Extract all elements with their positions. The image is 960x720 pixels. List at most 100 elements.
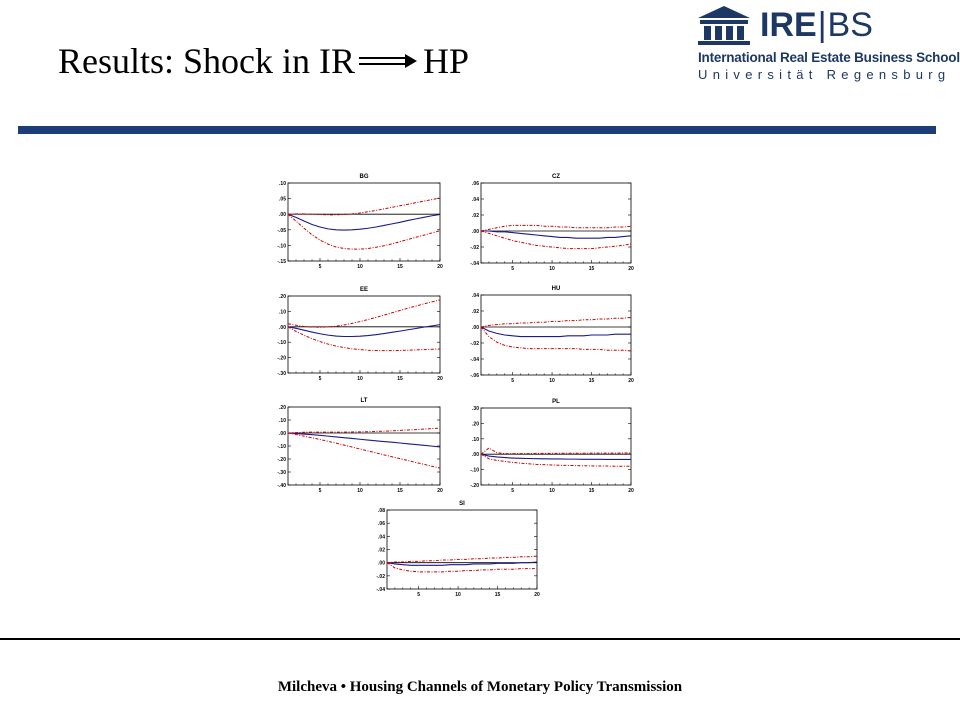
y-tick-label: -.20 [277, 457, 286, 463]
x-tick-label: 10 [357, 264, 363, 270]
x-tick-label: 15 [397, 376, 403, 382]
y-tick-label: .06 [472, 181, 479, 187]
y-tick-label: .20 [472, 421, 479, 427]
y-tick-label: .02 [378, 548, 385, 554]
footer-text: Milcheva • Housing Channels of Monetary … [277, 679, 683, 695]
logo-brand-separator: | [817, 6, 827, 44]
y-tick-label: -.04 [376, 587, 385, 593]
x-tick-label: 10 [549, 378, 555, 384]
chart-title: CZ [552, 174, 560, 180]
y-tick-label: .00 [279, 212, 286, 218]
y-tick-label: .20 [279, 405, 286, 411]
y-tick-label: .00 [279, 431, 286, 437]
y-tick-label: .20 [279, 294, 286, 300]
x-tick-label: 10 [455, 592, 461, 598]
lower-band-line [287, 213, 441, 250]
upper-band-line [480, 447, 631, 455]
chart-bg: BG .10 .05 .00 -.05 -.10 -.15 5 10 15 20 [277, 174, 443, 270]
plot-frame [287, 182, 441, 262]
lower-band-line [480, 326, 632, 352]
x-tick-label: 20 [628, 488, 634, 494]
x-tick-label: 20 [628, 266, 634, 272]
lower-band-line [480, 230, 632, 250]
y-tick-label: -.04 [470, 261, 479, 267]
y-tick-label: .06 [378, 521, 385, 527]
chart-title: BG [360, 174, 369, 180]
x-tick-label: 5 [319, 376, 322, 382]
y-tick-label: .02 [472, 309, 479, 315]
y-tick-label: .10 [279, 309, 286, 315]
impulse-response-line [287, 213, 441, 231]
y-tick-label: .10 [472, 437, 479, 443]
x-tick-label: 5 [511, 488, 514, 494]
logo-brand: IRE|BS [760, 6, 873, 45]
impulse-response-line [480, 326, 631, 338]
y-tick-label: .04 [378, 534, 385, 540]
plot-frame [287, 295, 441, 374]
chart-lt: LT .20 .10 .00 -.10 -.20 -.30 -.40 5 10 15 20 [277, 398, 443, 494]
chart-title: HU [552, 286, 561, 292]
y-tick-label: -.20 [470, 483, 479, 489]
upper-band-line [386, 555, 538, 564]
chart-si: SI .08 .06 .04 .02 .00 -.02 -.04 5 10 15 20 [376, 501, 540, 598]
chart-title: SI [459, 501, 465, 507]
x-tick-label: 20 [437, 264, 443, 270]
y-tick-label: -.10 [470, 468, 479, 474]
x-tick-label: 10 [357, 488, 363, 494]
plot-frame [480, 182, 632, 264]
y-tick-label: -.40 [277, 483, 286, 489]
upper-band-line [287, 197, 441, 216]
x-tick-label: 10 [549, 488, 555, 494]
x-tick-label: 20 [628, 378, 634, 384]
y-tick-label: .10 [279, 418, 286, 424]
chart-hu: HU .04 .02 .00 -.02 -.04 -.06 5 10 15 20 [470, 286, 634, 384]
plot-frame [287, 406, 441, 486]
x-tick-label: 10 [549, 266, 555, 272]
x-tick-label: 15 [397, 264, 403, 270]
lower-band-line [480, 453, 631, 467]
chart-title: PL [552, 399, 560, 405]
y-tick-label: .02 [472, 213, 479, 219]
impulse-response-line [287, 432, 441, 448]
y-tick-label: .04 [472, 197, 479, 203]
plot-frame [480, 407, 632, 486]
impulse-response-line [386, 561, 538, 566]
chart-pl: PL .30 .20 .10 .00 -.10 -.20 5 10 15 20 [470, 399, 634, 494]
y-tick-label: .08 [378, 508, 385, 514]
y-tick-label: .30 [472, 406, 479, 412]
y-tick-label: -.30 [277, 470, 286, 476]
x-tick-label: 10 [357, 376, 363, 382]
x-tick-label: 20 [534, 592, 540, 598]
y-tick-label: -.02 [470, 245, 479, 251]
x-tick-label: 5 [511, 378, 514, 384]
x-tick-label: 15 [495, 592, 501, 598]
x-tick-label: 20 [437, 376, 443, 382]
impulse-response-line [480, 453, 631, 460]
upper-band-line [287, 299, 441, 328]
lower-band-line [386, 562, 537, 573]
building-icon [698, 6, 750, 45]
y-tick-label: -.15 [277, 259, 286, 265]
chart-title: LT [361, 398, 368, 404]
irebs-logo: IRE|BS International Real Estate Busines… [696, 4, 960, 90]
y-tick-label: .00 [472, 452, 479, 458]
x-tick-label: 5 [417, 592, 420, 598]
x-tick-label: 15 [589, 378, 595, 384]
impulse-response-line [481, 230, 632, 239]
y-tick-label: -.10 [277, 444, 286, 450]
plot-frame [386, 509, 538, 590]
y-tick-label: .05 [279, 197, 286, 203]
lower-band-line [287, 432, 441, 469]
x-tick-label: 15 [589, 488, 595, 494]
y-tick-label: -.02 [376, 574, 385, 580]
impulse-response-line [287, 324, 441, 338]
x-tick-label: 5 [511, 266, 514, 272]
y-tick-label: -.05 [277, 228, 286, 234]
y-tick-label: -.06 [470, 373, 479, 379]
footer-divider [0, 638, 960, 640]
y-tick-label: -.20 [277, 356, 286, 362]
y-tick-label: .00 [472, 325, 479, 331]
y-tick-label: .00 [472, 229, 479, 235]
x-tick-label: 20 [437, 488, 443, 494]
